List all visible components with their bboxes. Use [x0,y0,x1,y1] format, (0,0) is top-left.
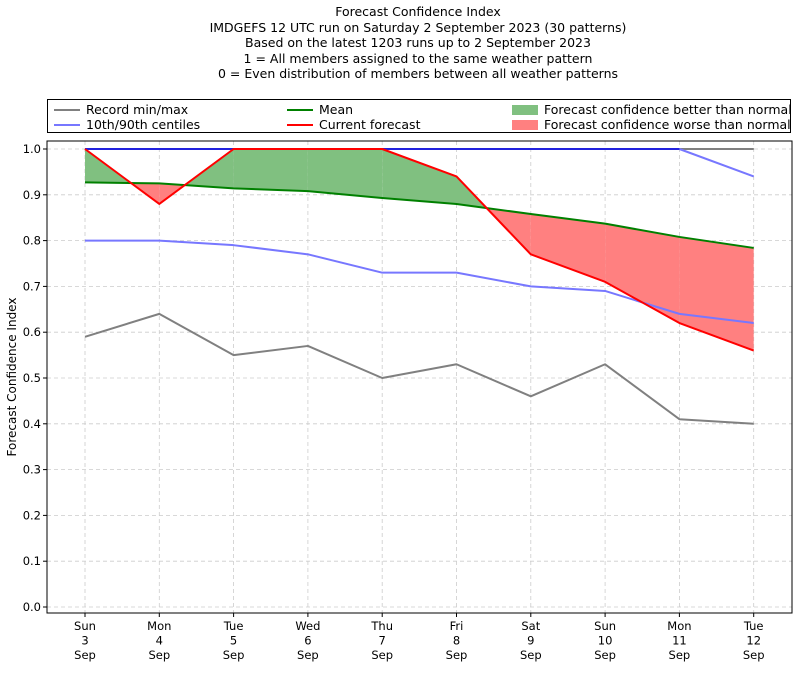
x-tick-label-0-1: 3 [81,634,88,648]
y-tick-label-1: 0.1 [23,554,41,568]
series-line-current [84,148,755,352]
legend-label-centiles: 10th/90th centiles [86,117,201,132]
x-tick-label-2-1: 5 [230,634,237,648]
y-tick-label-7: 0.7 [23,279,41,293]
x-tick-label-9-1: 12 [746,634,761,648]
x-tick-label-4-1: 7 [379,634,386,648]
y-tick-label-5: 0.5 [23,371,41,385]
x-tick-label-6-2: Sep [520,648,542,662]
y-tick-label-3: 0.3 [23,463,41,477]
x-tick-label-8-2: Sep [669,648,691,662]
y-tick-label-0: 0.0 [23,600,41,614]
title-line-5: 0 = Even distribution of members between… [217,66,619,82]
y-tick-label-4: 0.4 [23,417,41,431]
x-tick-label-6-1: 9 [527,634,534,648]
x-tick-label-8-0: Mon [667,619,691,633]
fill-better-4 [233,149,308,192]
legend-item-mean: Mean [287,102,353,117]
x-tick-label-9-0: Tue [743,619,764,633]
x-tick-label-9-2: Sep [743,648,765,662]
x-tick-label-4-2: Sep [371,648,393,662]
fill-better-5 [307,149,383,199]
title-line-1: Forecast Confidence Index [335,4,501,19]
legend-label-worse: Forecast confidence worse than normal [544,117,791,132]
legend-swatch-worse [512,119,538,130]
x-tick-label-7-2: Sep [594,648,616,662]
legend-item-record: Record min/max [54,102,188,117]
legend-label-current: Current forecast [319,117,421,132]
y-tick-label-9: 0.9 [23,188,41,202]
x-tick-label-0-0: Sun [74,619,96,633]
legend-label-better: Forecast confidence better than normal [544,102,792,117]
x-tick-label-3-2: Sep [297,648,319,662]
x-tick-label-3-1: 6 [304,634,311,648]
y-tick-label-10: 1.0 [23,142,41,156]
series-line-record-min [84,312,754,425]
title-line-2: IMDGEFS 12 UTC run on Saturday 2 Septemb… [209,19,627,35]
legend-swatch-record [54,108,80,111]
fill-better-6 [382,149,457,204]
x-tick-label-2-2: Sep [223,648,245,662]
x-tick-label-7-1: 10 [598,634,613,648]
chart-title: Forecast Confidence Index IMDGEFS 12 UTC… [0,4,800,82]
legend-swatch-centiles [54,123,80,126]
legend-label-record: Record min/max [86,102,189,117]
title-line-4: 1 = All members assigned to the same wea… [243,50,593,66]
legend-item-centiles: 10th/90th centiles [54,117,200,132]
x-tick-label-1-2: Sep [148,648,170,662]
legend-item-worse: Forecast confidence worse than normal [512,117,791,132]
y-axis-label: Forecast Confidence Index [5,298,19,457]
x-tick-label-1-0: Mon [147,619,171,633]
x-tick-label-0-2: Sep [74,648,96,662]
y-tick-label-6: 0.6 [23,325,41,339]
fill-worse-9 [530,214,606,282]
x-tick-label-2-0: Tue [223,619,244,633]
x-tick-label-8-1: 11 [672,634,687,648]
x-tick-label-3-0: Wed [295,619,320,633]
plot-frame [46,140,793,614]
x-tick-label-1-1: 4 [156,634,163,648]
x-tick-label-5-2: Sep [446,648,468,662]
legend-swatch-better [512,104,538,115]
legend-swatch-mean [287,108,313,111]
fill-worse-11 [679,236,754,351]
legend-item-better: Forecast confidence better than normal [512,102,792,117]
legend-item-current: Current forecast [287,117,420,132]
x-tick-label-7-0: Sun [594,619,616,633]
x-tick-label-6-0: Sat [521,619,540,633]
series-line-mean [84,181,754,249]
y-tick-label-2: 0.2 [23,508,41,522]
x-tick-label-4-0: Thu [370,619,393,633]
chart-legend: Record min/max 10th/90th centiles Mean C… [47,99,792,133]
x-tick-label-5-0: Fri [450,619,464,633]
y-tick-label-8: 0.8 [23,234,41,248]
fill-worse-10 [605,223,680,324]
x-tick-label-5-1: 8 [453,634,460,648]
title-line-3: Based on the latest 1203 runs up to 2 Se… [245,35,591,51]
legend-swatch-current [287,123,313,126]
legend-label-mean: Mean [319,102,354,117]
